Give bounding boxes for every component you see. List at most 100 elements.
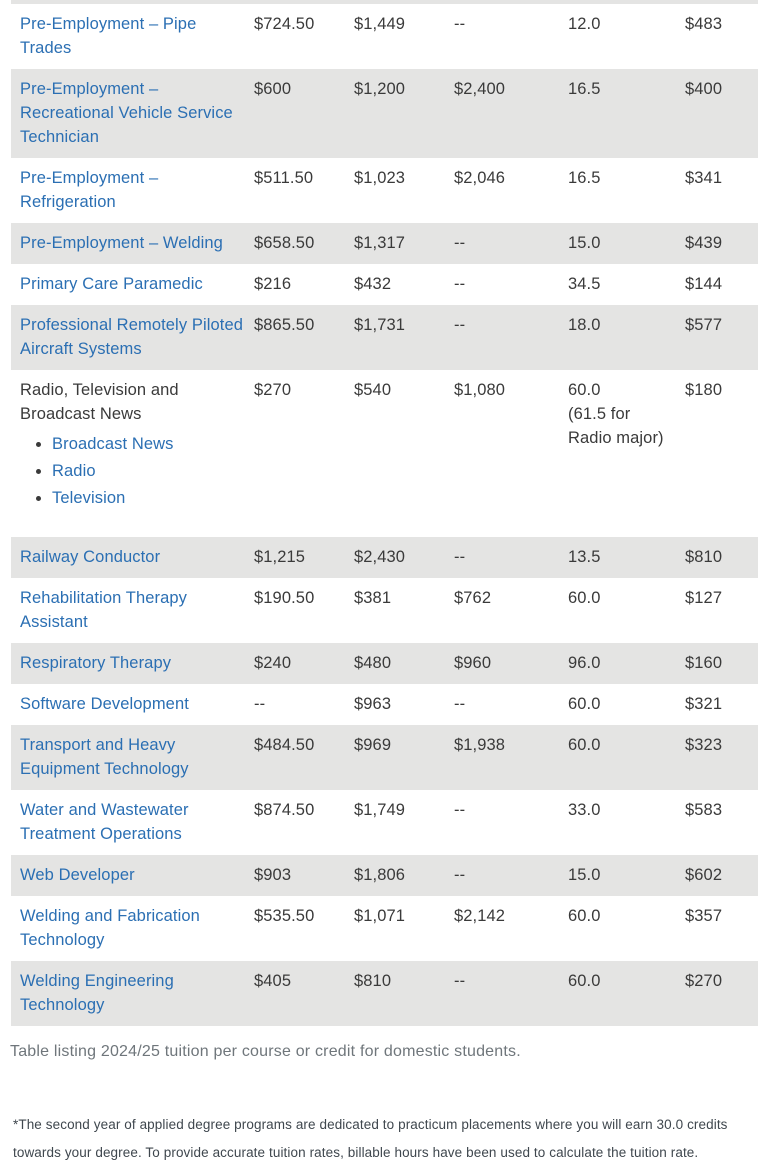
program-link[interactable]: Software Development (20, 695, 189, 713)
value-cell: $180 (685, 381, 723, 399)
table-row: Professional Remotely Piloted Aircraft S… (11, 305, 758, 370)
value-cell: -- (454, 548, 466, 566)
value-cell: $144 (685, 275, 723, 293)
value-cell: -- (454, 15, 466, 33)
value-cell: 60.0 (61.5 for Radio major) (568, 381, 664, 447)
program-sub-link[interactable]: Broadcast News (52, 435, 174, 453)
value-cell: 60.0 (568, 695, 601, 713)
value-cell: 15.0 (568, 866, 601, 884)
value-cell: $810 (354, 972, 392, 990)
program-link[interactable]: Primary Care Paramedic (20, 275, 203, 293)
program-cell: Software Development (11, 684, 254, 725)
program-link[interactable]: Transport and Heavy Equipment Technology (20, 736, 189, 778)
value-cell: $2,142 (454, 907, 506, 925)
program-sub-link[interactable]: Radio (52, 462, 96, 480)
value-cell: -- (454, 234, 466, 252)
value-cell: -- (454, 866, 466, 884)
value-cell: 60.0 (568, 589, 601, 607)
table-caption: Table listing 2024/25 tuition per course… (10, 1043, 521, 1060)
value-cell: $484.50 (254, 736, 315, 754)
value-cell: 96.0 (568, 654, 601, 672)
table-row: Primary Care Paramedic $216 $432 -- 34.5 $144 (11, 264, 758, 305)
table-row: Welding Engineering Technology $405 $810 --… (11, 961, 758, 1026)
program-cell: Water and Wastewater Treatment Operation… (11, 790, 254, 855)
program-link[interactable]: Railway Conductor (20, 548, 161, 566)
value-cell: $432 (354, 275, 392, 293)
list-item: Television (52, 485, 244, 512)
value-cell: 12.0 (568, 15, 601, 33)
table-row: Transport and Heavy Equipment Technology… (11, 725, 758, 790)
program-sub-list: Broadcast News Radio Television (20, 431, 244, 512)
value-cell: $323 (685, 736, 723, 754)
value-cell: $341 (685, 169, 723, 187)
value-cell: $483 (685, 15, 723, 33)
value-cell: $1,023 (354, 169, 406, 187)
program-cell: Pre-Employment – Welding (11, 223, 254, 264)
program-cell: Welding and Fabrication Technology (11, 896, 254, 961)
table-row: Pre-Employment – Welding $658.50 $1,317 -- 1… (11, 223, 758, 264)
value-cell: $216 (254, 275, 292, 293)
value-cell: $600 (254, 80, 292, 98)
value-cell: $810 (685, 548, 723, 566)
value-cell: 18.0 (568, 316, 601, 334)
program-link[interactable]: Pre-Employment – Refrigeration (20, 169, 159, 211)
list-item: Broadcast News (52, 431, 244, 458)
program-link[interactable]: Welding and Fabrication Technology (20, 907, 200, 949)
value-cell: $724.50 (254, 15, 315, 33)
value-cell: $480 (354, 654, 392, 672)
value-cell: $381 (354, 589, 392, 607)
value-cell: $969 (354, 736, 392, 754)
program-link[interactable]: Welding Engineering Technology (20, 972, 174, 1014)
footnote: *The second year of applied degree progr… (13, 1117, 728, 1160)
table-row: Software Development -- $963 -- 60.0 $321 (11, 684, 758, 725)
value-cell: $540 (354, 381, 392, 399)
table-row: Railway Conductor $1,215 $2,430 -- 13.5 $810 (11, 537, 758, 578)
value-cell: $2,400 (454, 80, 506, 98)
program-label: Radio, Television and Broadcast News (20, 381, 179, 423)
program-cell: Pre-Employment – Refrigeration (11, 158, 254, 223)
table-row: Respiratory Therapy $240 $480 $960 96.0 $160 (11, 643, 758, 684)
value-cell: $874.50 (254, 801, 315, 819)
value-cell: $1,806 (354, 866, 406, 884)
value-cell: $1,749 (354, 801, 406, 819)
table-row: Web Developer $903 $1,806 -- 15.0 $602 (11, 855, 758, 896)
value-cell: $405 (254, 972, 292, 990)
table-row: Rehabilitation Therapy Assistant $190.50 $… (11, 578, 758, 643)
tuition-table-body: Pre-Employment – Pipe Trades $724.50 $1,44… (11, 4, 758, 1026)
value-cell: -- (454, 972, 466, 990)
value-cell: $1,200 (354, 80, 406, 98)
table-row: Welding and Fabrication Technology $535.5… (11, 896, 758, 961)
value-cell: $1,317 (354, 234, 406, 252)
value-cell: $960 (454, 654, 492, 672)
program-cell: Pre-Employment – Recreational Vehicle Se… (11, 69, 254, 158)
value-cell: $2,046 (454, 169, 506, 187)
value-cell: $270 (254, 381, 292, 399)
program-link[interactable]: Web Developer (20, 866, 135, 884)
value-cell: $963 (354, 695, 392, 713)
program-cell: Welding Engineering Technology (11, 961, 254, 1026)
value-cell: $357 (685, 907, 723, 925)
program-sub-link[interactable]: Television (52, 489, 126, 507)
program-link[interactable]: Pre-Employment – Pipe Trades (20, 15, 197, 57)
value-cell: $2,430 (354, 548, 406, 566)
value-cell: -- (454, 275, 466, 293)
value-cell: 16.5 (568, 169, 601, 187)
program-link[interactable]: Rehabilitation Therapy Assistant (20, 589, 187, 631)
program-link[interactable]: Pre-Employment – Welding (20, 234, 223, 252)
program-link[interactable]: Pre-Employment – Recreational Vehicle Se… (20, 80, 233, 146)
program-link[interactable]: Professional Remotely Piloted Aircraft S… (20, 316, 244, 358)
value-cell: -- (454, 316, 466, 334)
previous-row-remnant (11, 0, 758, 4)
value-cell: $583 (685, 801, 723, 819)
value-cell: $321 (685, 695, 723, 713)
list-item: Radio (52, 458, 244, 485)
program-link[interactable]: Water and Wastewater Treatment Operation… (20, 801, 189, 843)
table-row: Radio, Television and Broadcast News Broa… (11, 370, 758, 537)
program-link[interactable]: Respiratory Therapy (20, 654, 172, 672)
tuition-table: Pre-Employment – Pipe Trades $724.50 $1,44… (11, 4, 758, 1026)
value-cell: $535.50 (254, 907, 315, 925)
value-cell: $1,080 (454, 381, 506, 399)
value-cell: $903 (254, 866, 292, 884)
value-cell: $127 (685, 589, 723, 607)
table-row: Pre-Employment – Refrigeration $511.50 $1,… (11, 158, 758, 223)
